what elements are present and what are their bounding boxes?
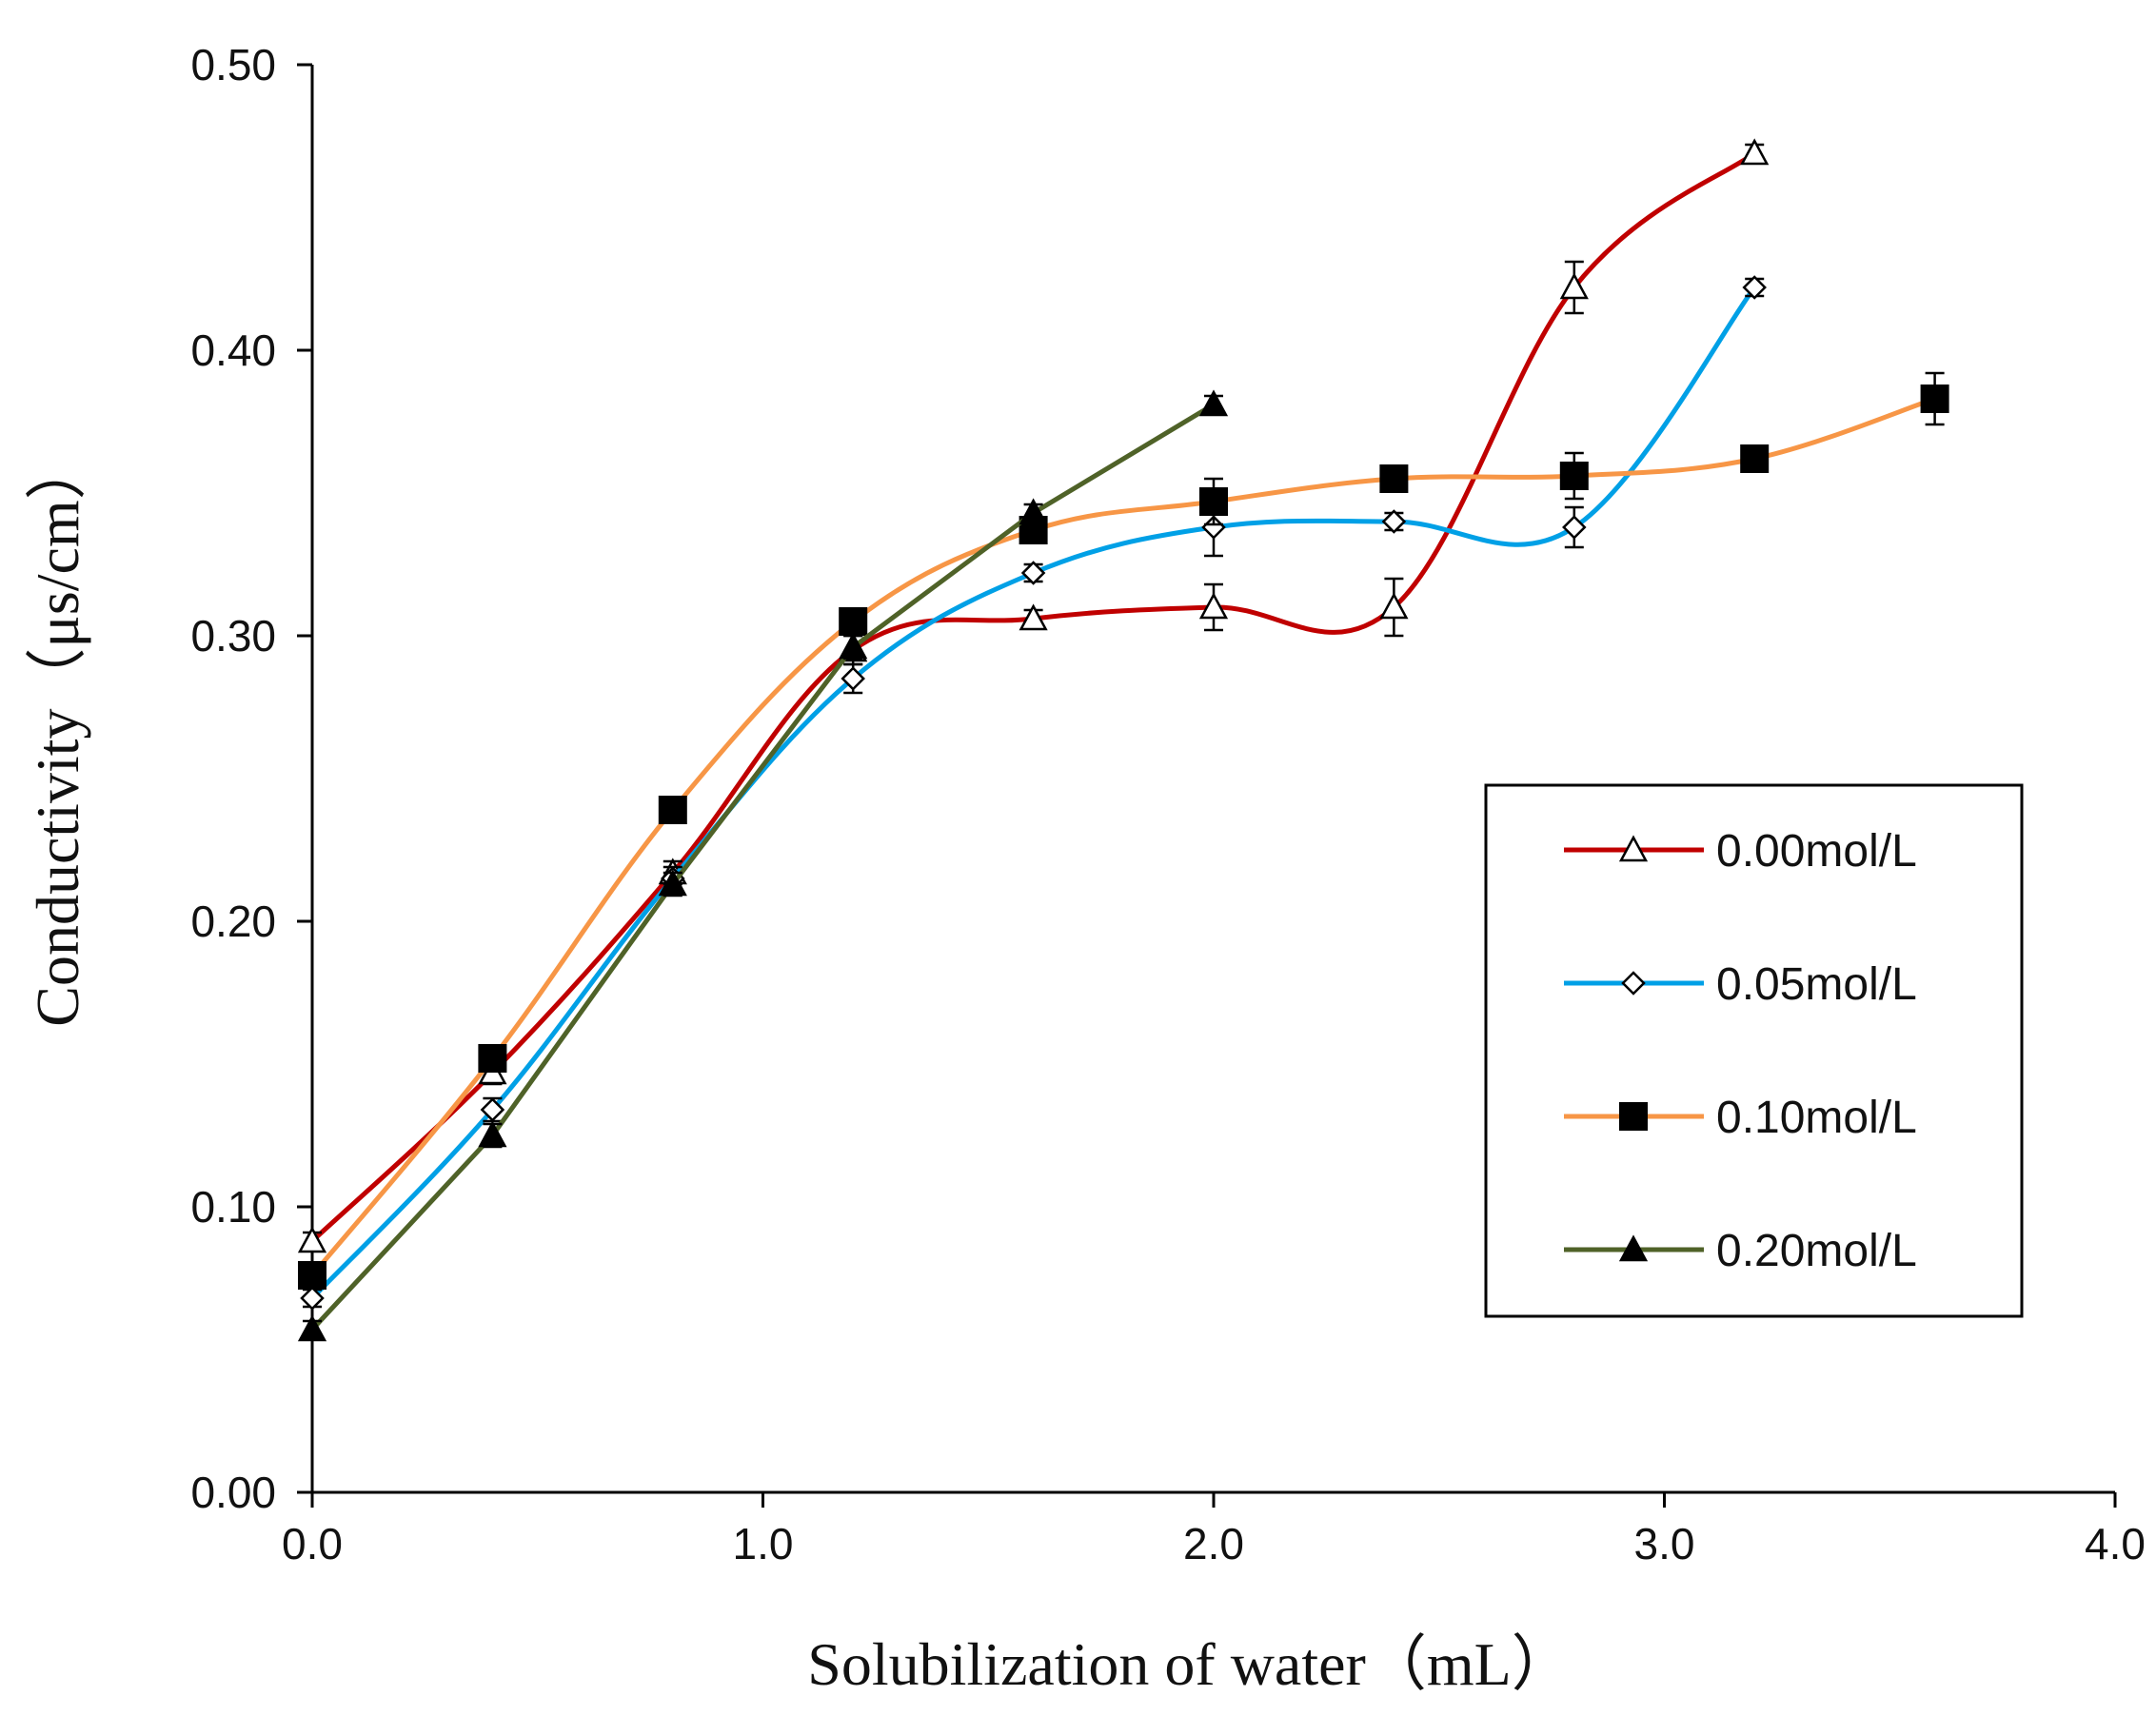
legend-entry: 0.05mol/L	[1564, 959, 1917, 1010]
y-tick-label: 0.20	[190, 897, 276, 946]
legend-entry: 0.20mol/L	[1564, 1226, 1917, 1276]
data-point	[297, 1226, 327, 1253]
data-point	[1198, 592, 1229, 620]
series-0.20mol/L	[297, 389, 1229, 1342]
data-point	[1740, 444, 1770, 473]
data-point	[1199, 487, 1228, 516]
y-ticks: 0.00 0.10 0.20 0.30 0.40 0.50	[190, 40, 312, 1517]
data-point	[1019, 498, 1048, 525]
x-tick-label: 4.0	[2085, 1519, 2146, 1568]
data-point	[478, 1120, 507, 1148]
legend-marker	[1621, 971, 1646, 996]
data-point	[1020, 561, 1046, 585]
legend-marker	[1618, 1234, 1649, 1262]
series-line	[310, 402, 1216, 1331]
data-point	[297, 1314, 327, 1342]
data-point	[1198, 389, 1229, 417]
data-point	[841, 666, 865, 691]
x-tick-label: 1.0	[733, 1519, 794, 1568]
data-point	[300, 1286, 325, 1311]
data-point	[658, 796, 687, 824]
legend-entry: 0.00mol/L	[1564, 826, 1917, 877]
data-point	[839, 607, 868, 636]
data-point	[1559, 462, 1589, 490]
data-point	[1379, 592, 1409, 620]
x-tick-label: 0.0	[282, 1519, 343, 1568]
x-ticks: 0.0 1.0 2.0 3.0 4.0	[282, 1492, 2146, 1568]
data-point	[1381, 509, 1407, 534]
data-point	[480, 1097, 505, 1122]
data-point	[1562, 515, 1587, 540]
data-point	[1019, 603, 1048, 631]
data-point	[1740, 138, 1770, 166]
legend-entry: 0.10mol/L	[1564, 1093, 1917, 1143]
y-axis-title: Conductivity（μs/cm）	[24, 439, 91, 1026]
series-line	[310, 286, 1757, 1300]
series-line	[310, 396, 1936, 1277]
y-tick-label: 0.00	[190, 1468, 276, 1517]
legend-marker	[1619, 1102, 1648, 1131]
data-point	[1559, 272, 1589, 300]
legend-box	[1484, 783, 2024, 1318]
legend-label: 0.05mol/L	[1716, 959, 1917, 1010]
y-tick-label: 0.30	[190, 611, 276, 661]
data-point	[298, 1261, 326, 1290]
y-tick-label: 0.40	[190, 325, 276, 375]
y-tick-label: 0.10	[190, 1182, 276, 1232]
data-point	[1742, 275, 1767, 300]
data-point	[1379, 464, 1409, 493]
x-tick-label: 2.0	[1183, 1519, 1244, 1568]
data-point	[839, 632, 868, 660]
data-point	[1920, 385, 1949, 413]
legend-marker	[1618, 835, 1649, 862]
legend-label: 0.10mol/L	[1716, 1093, 1917, 1143]
legend: 0.00mol/L 0.05mol/L 0.10mol/L 0.20mol/L	[1484, 783, 2024, 1318]
data-point	[478, 1044, 507, 1073]
legend-label: 0.00mol/L	[1716, 826, 1917, 877]
y-tick-label: 0.50	[190, 40, 276, 89]
x-tick-label: 3.0	[1634, 1519, 1695, 1568]
legend-label: 0.20mol/L	[1716, 1226, 1917, 1276]
data-point	[658, 869, 687, 897]
series-layer	[297, 138, 1949, 1342]
x-axis-title: Solubilization of water（mL）	[807, 1630, 1572, 1698]
